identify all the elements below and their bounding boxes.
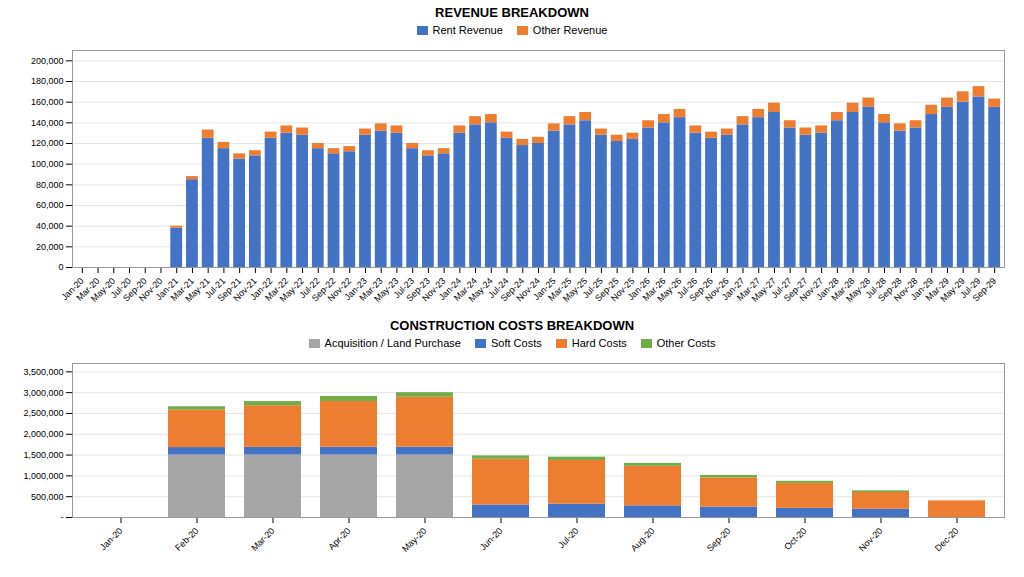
svg-text:Feb-20: Feb-20 <box>173 526 200 553</box>
svg-text:Aug-20: Aug-20 <box>629 526 657 554</box>
svg-text:Jul-21: Jul-21 <box>202 275 228 301</box>
svg-text:May-20: May-20 <box>400 526 428 554</box>
html-text:Other Costs: Other Costs <box>656 337 716 349</box>
svg-text:Nov-27: Nov-27 <box>797 275 826 304</box>
svg-text:Mar-22: Mar-22 <box>263 275 291 303</box>
svg-text:Jul-29: Jul-29 <box>958 275 983 301</box>
svg-text:Jul-26: Jul-26 <box>674 275 700 301</box>
svg-text:Jul-24: Jul-24 <box>486 275 511 301</box>
svg-text:40,000: 40,000 <box>36 221 64 231</box>
svg-text:120,000: 120,000 <box>31 138 64 148</box>
svg-text:Jul-20: Jul-20 <box>556 526 580 550</box>
svg-text:Sep-20: Sep-20 <box>705 526 733 554</box>
svg-text:Jan-27: Jan-27 <box>719 275 747 303</box>
svg-text:Nov-22: Nov-22 <box>325 275 354 304</box>
svg-text:Jan-20: Jan-20 <box>98 526 125 553</box>
svg-text:Nov-28: Nov-28 <box>891 275 920 304</box>
svg-text:180,000: 180,000 <box>31 76 64 86</box>
svg-text:Mar-20: Mar-20 <box>74 275 102 303</box>
svg-text:May-27: May-27 <box>749 275 778 304</box>
svg-text:Nov-26: Nov-26 <box>703 275 731 304</box>
html-text:Rent Revenue: Rent Revenue <box>432 24 503 36</box>
svg-text:0: 0 <box>58 262 63 272</box>
svg-text:Jul-27: Jul-27 <box>769 275 794 301</box>
svg-text:Jan-20: Jan-20 <box>59 275 86 303</box>
svg-text:Jan-29: Jan-29 <box>908 275 936 303</box>
svg-text:500,000: 500,000 <box>31 492 64 502</box>
svg-text:May-25: May-25 <box>560 275 590 304</box>
svg-text:Mar-28: Mar-28 <box>829 275 857 303</box>
svg-text:May-28: May-28 <box>844 275 873 304</box>
svg-text:Dec-20: Dec-20 <box>933 526 961 554</box>
svg-text:Mar-23: Mar-23 <box>357 275 385 303</box>
svg-text:Mar-24: Mar-24 <box>451 275 479 303</box>
svg-text:Nov-20: Nov-20 <box>136 275 165 304</box>
svg-text:Nov-20: Nov-20 <box>857 526 885 554</box>
svg-text:Jan-24: Jan-24 <box>436 275 464 303</box>
svg-text:Sep-28: Sep-28 <box>876 275 904 304</box>
svg-text:2,500,000: 2,500,000 <box>23 408 63 418</box>
svg-text:Mar-29: Mar-29 <box>923 275 951 303</box>
svg-text:May-22: May-22 <box>277 275 306 304</box>
svg-text:60,000: 60,000 <box>36 200 64 210</box>
svg-text:20,000: 20,000 <box>36 242 64 252</box>
svg-text:Jul-25: Jul-25 <box>580 275 605 301</box>
svg-text:Sep-21: Sep-21 <box>215 275 244 304</box>
svg-text:Jan-25: Jan-25 <box>531 275 558 303</box>
svg-text:Sep-24: Sep-24 <box>498 275 527 304</box>
html-text:CONSTRUCTION COSTS BREAKDOWN: CONSTRUCTION COSTS BREAKDOWN <box>389 318 634 333</box>
svg-text:Sep-20: Sep-20 <box>121 275 149 304</box>
svg-text:1,500,000: 1,500,000 <box>23 450 63 460</box>
svg-text:Mar-25: Mar-25 <box>546 275 574 303</box>
svg-text:Sep-25: Sep-25 <box>593 275 621 304</box>
svg-text:-: - <box>61 512 64 522</box>
svg-text:Jul-22: Jul-22 <box>297 275 322 301</box>
svg-text:160,000: 160,000 <box>31 97 64 107</box>
svg-text:Apr-20: Apr-20 <box>326 526 352 552</box>
svg-text:Oct-20: Oct-20 <box>782 526 808 552</box>
svg-text:80,000: 80,000 <box>36 180 64 190</box>
svg-text:Mar-26: Mar-26 <box>640 275 668 303</box>
svg-text:Jan-26: Jan-26 <box>625 275 653 303</box>
svg-text:Sep-23: Sep-23 <box>404 275 432 304</box>
svg-text:Jul-23: Jul-23 <box>391 275 417 301</box>
svg-text:May-23: May-23 <box>372 275 401 304</box>
svg-text:Nov-21: Nov-21 <box>231 275 259 304</box>
html-text:Soft Costs: Soft Costs <box>491 337 542 349</box>
html-text:Other Revenue: Other Revenue <box>532 24 608 36</box>
html-text:Hard Costs: Hard Costs <box>571 337 627 349</box>
svg-text:May-29: May-29 <box>938 275 967 304</box>
svg-text:100,000: 100,000 <box>31 159 64 169</box>
svg-text:200,000: 200,000 <box>31 56 64 66</box>
svg-text:2,000,000: 2,000,000 <box>23 429 63 439</box>
svg-text:Mar-27: Mar-27 <box>734 275 763 303</box>
svg-text:Nov-25: Nov-25 <box>608 275 637 304</box>
svg-text:Sep-29: Sep-29 <box>971 276 999 304</box>
svg-text:Jan-22: Jan-22 <box>248 275 275 303</box>
svg-text:Nov-23: Nov-23 <box>420 275 448 304</box>
svg-text:Jan-21: Jan-21 <box>153 275 181 303</box>
svg-text:Sep-26: Sep-26 <box>687 275 715 304</box>
svg-text:Mar-20: Mar-20 <box>249 526 276 553</box>
svg-text:Jan-28: Jan-28 <box>814 275 841 303</box>
svg-text:May-21: May-21 <box>183 275 212 304</box>
svg-text:Nov-24: Nov-24 <box>514 275 542 304</box>
svg-text:May-20: May-20 <box>88 275 118 304</box>
svg-text:Mar-21: Mar-21 <box>168 275 196 303</box>
svg-text:Sep-22: Sep-22 <box>309 275 338 304</box>
svg-text:3,000,000: 3,000,000 <box>23 388 63 398</box>
svg-text:140,000: 140,000 <box>31 118 64 128</box>
svg-text:Jun-20: Jun-20 <box>478 526 505 553</box>
svg-text:1,000,000: 1,000,000 <box>23 471 63 481</box>
html-text:REVENUE BREAKDOWN: REVENUE BREAKDOWN <box>435 5 589 20</box>
svg-text:Jul-20: Jul-20 <box>108 275 133 301</box>
svg-text:Sep-27: Sep-27 <box>781 275 810 304</box>
svg-text:May-26: May-26 <box>655 275 684 304</box>
html-text:Acquisition / Land Purchase: Acquisition / Land Purchase <box>324 337 461 349</box>
svg-text:May-24: May-24 <box>466 275 495 304</box>
svg-text:3,500,000: 3,500,000 <box>23 367 63 377</box>
svg-text:Jul-28: Jul-28 <box>863 275 888 301</box>
svg-text:Jan-23: Jan-23 <box>342 275 369 303</box>
